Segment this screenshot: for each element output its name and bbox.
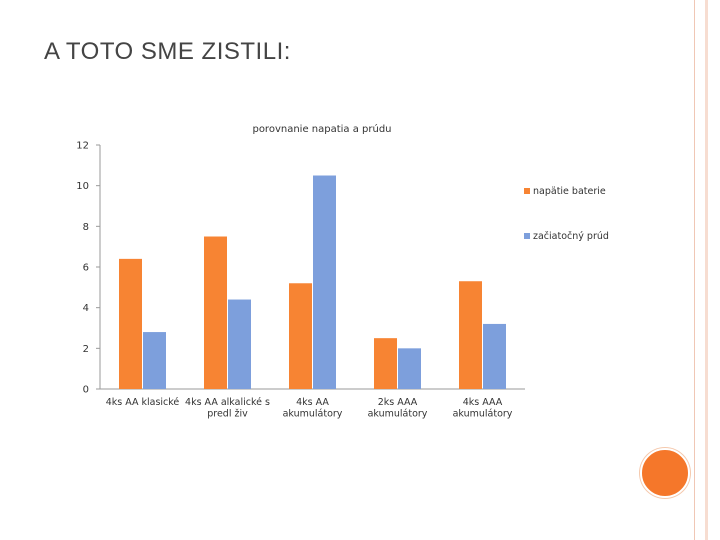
y-tick-label: 12 (76, 141, 89, 152)
bar-napatie-3 (374, 338, 397, 389)
x-category-label: predl živ (207, 409, 248, 420)
bar-prud-3 (398, 348, 421, 389)
legend-swatch (524, 233, 530, 239)
legend-label: napätie baterie (533, 186, 606, 197)
legend-swatch (524, 188, 530, 194)
y-tick-label: 6 (83, 263, 89, 274)
y-tick-label: 0 (83, 385, 89, 396)
bar-napatie-1 (204, 236, 227, 389)
decorative-frame-line (694, 0, 695, 540)
x-category-label: akumulátory (453, 409, 513, 420)
x-category-label: 4ks AA (296, 397, 329, 408)
x-category-label: 2ks AAA (378, 397, 418, 408)
x-category-label: 4ks AA klasické (106, 397, 180, 408)
x-category-label: 4ks AAA (463, 397, 503, 408)
bar-prud-4 (483, 323, 506, 389)
chart-title: porovnanie napatia a prúdu (252, 123, 391, 135)
y-tick-label: 8 (83, 222, 89, 233)
bar-napatie-0 (119, 258, 142, 389)
bar-napatie-4 (459, 281, 482, 389)
y-tick-label: 4 (83, 303, 89, 314)
x-category-label: 4ks AA alkalické s (185, 397, 270, 408)
slide-title: A TOTO SME ZISTILI: (44, 38, 291, 65)
bar-prud-2 (313, 175, 336, 389)
orange-circle-icon (640, 448, 690, 498)
decorative-frame-band (705, 0, 708, 540)
x-category-label: akumulátory (368, 409, 428, 420)
y-axis-ticks: 0 2 4 6 8 10 12 (76, 141, 100, 396)
y-tick-label: 10 (76, 181, 89, 192)
y-tick-label: 2 (83, 344, 89, 355)
bar-napatie-2 (289, 283, 312, 389)
bar-prud-1 (228, 299, 251, 389)
bar-series (119, 175, 506, 389)
x-category-label: akumulátory (283, 409, 343, 420)
bar-prud-0 (143, 332, 166, 389)
chart-legend: napätie baterie začiatočný prúd (524, 186, 609, 242)
legend-label: začiatočný prúd (533, 231, 609, 242)
